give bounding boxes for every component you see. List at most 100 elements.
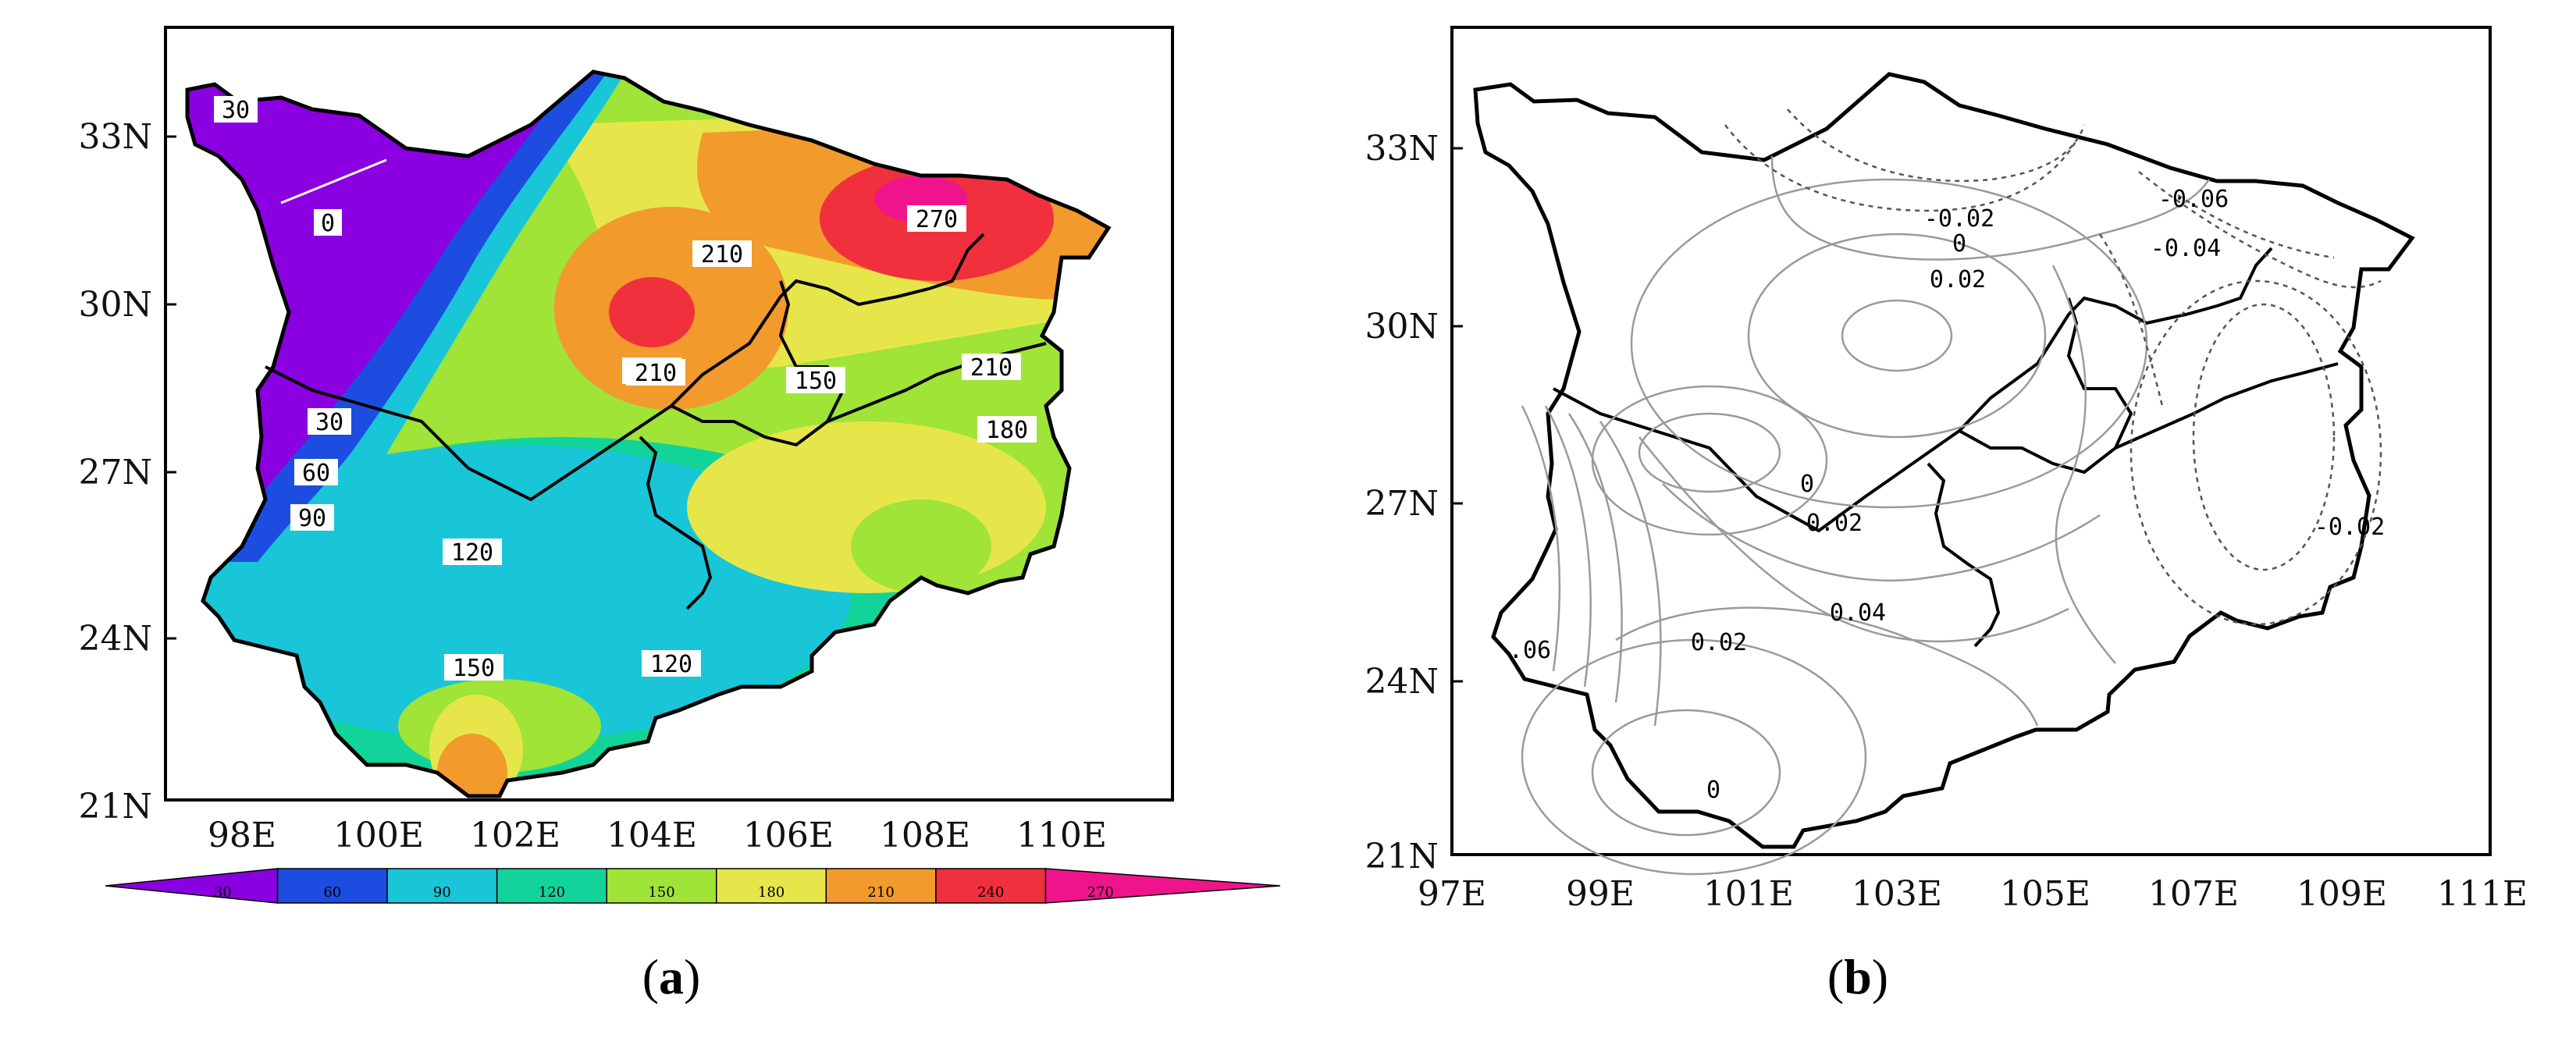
lon-labels-a: 98E 100E 102E 104E 106E 108E 110E: [208, 816, 1107, 855]
contour-label-text: 30: [315, 409, 343, 436]
contour-label: -0.02: [1924, 205, 1994, 233]
contour-label: 30: [308, 408, 351, 436]
contour-label: 30: [214, 96, 258, 124]
negative-contours-b: [1724, 108, 2382, 626]
lon-label-100e: 100E: [333, 816, 424, 855]
contour-label: -0.04: [2151, 235, 2221, 262]
lat-label-24n: 24N: [79, 619, 153, 659]
lon-label-104e: 104E: [607, 816, 697, 855]
lon-label-98e: 98E: [208, 816, 276, 855]
colorbar-tick-label: 270: [1087, 884, 1114, 901]
colorbar-tick-label: 150: [648, 884, 674, 901]
lon-label-103e: 103E: [1852, 874, 1942, 914]
colorbar-tick-label: 120: [539, 884, 565, 901]
contour-label: 270: [907, 205, 966, 233]
lat-label-21n: 21N: [79, 787, 153, 826]
white-segment-a: [280, 158, 387, 204]
province-boundary-a2: [671, 280, 845, 447]
province-boundary-a1: [265, 233, 985, 502]
colorbar-tick-label: 240: [977, 884, 1004, 901]
province-boundary-b2: [1959, 297, 2133, 475]
contour-label: .06: [1509, 637, 1551, 664]
contour-label-text: 210: [635, 360, 677, 387]
province-boundary-b3: [1927, 462, 2001, 648]
region-outline-b: [1473, 72, 2415, 849]
contour-label: 120: [642, 650, 701, 678]
contour-label: 0.02: [1930, 266, 1986, 293]
contour-label-text: 0: [321, 210, 335, 237]
contour-label: 210: [692, 240, 752, 268]
contour-label: 150: [444, 654, 503, 682]
colorbar-swatch: [105, 868, 279, 904]
contour-label: 210: [626, 359, 685, 387]
contour-lines-b: [1521, 155, 2211, 876]
lon-label-99e: 99E: [1566, 874, 1635, 914]
panel-a: 33N 30N 27N 24N 21N 98E 100E 102E 104E 1…: [0, 0, 1288, 1035]
contour-label-text: 120: [451, 539, 493, 567]
map-a: 33N 30N 27N 24N 21N 98E 100E 102E 104E 1…: [79, 26, 1281, 904]
lat-label-30n: 30N: [79, 285, 153, 325]
lon-label-97e: 97E: [1418, 874, 1486, 914]
contour-label: 0: [1706, 777, 1720, 804]
contour-label-text: 120: [650, 651, 692, 678]
contour-label-text: 150: [795, 368, 837, 395]
province-boundary-b1: [1553, 247, 2273, 533]
lon-label-106e: 106E: [743, 816, 834, 855]
colorbar-tick-label: 180: [758, 884, 785, 901]
contour-label: -0.02: [2314, 514, 2385, 541]
contour-label-text: 180: [986, 417, 1028, 444]
contour-label: 0: [1800, 471, 1814, 498]
lon-label-109e: 109E: [2297, 874, 2387, 914]
lat-label-30n: 30N: [1365, 307, 1439, 347]
contour-label-text: 210: [970, 354, 1012, 382]
lat-label-21n: 21N: [1365, 837, 1439, 876]
contour-label: 150: [786, 367, 845, 395]
lat-label-33n: 33N: [1365, 129, 1439, 169]
contour-label: 0.04: [1830, 599, 1886, 627]
panel-b: 33N 30N 27N 24N 21N 97E 99E 101E 103E 10…: [1288, 0, 2576, 1035]
map-b: 33N 30N 27N 24N 21N 97E 99E 101E 103E 10…: [1365, 26, 2528, 914]
lon-label-110e: 110E: [1016, 816, 1107, 855]
contour-label: 90: [290, 504, 334, 532]
contour-label-text: 60: [302, 460, 330, 487]
contour-label: -0.06: [2158, 186, 2229, 213]
contour-label-text: 30: [222, 97, 250, 124]
contour-label-text: 270: [916, 206, 958, 233]
contour-label-text: 150: [453, 655, 495, 682]
contour-label: 0: [314, 209, 342, 237]
colorbar-tick-label: 90: [433, 884, 451, 901]
lon-label-108e: 108E: [880, 816, 970, 855]
contour-label: 60: [294, 459, 338, 487]
contour-labels-b: -0.02 -0.06 0 -0.04 0.02 0 0.02 -0.02 0.04 0.02 .0…: [1509, 186, 2385, 804]
lon-label-105e: 105E: [2000, 874, 2090, 914]
contour-label-text: 210: [701, 241, 743, 268]
province-boundary-a3: [639, 435, 713, 610]
lon-label-101e: 101E: [1703, 874, 1794, 914]
colorbar-swatch: [1044, 868, 1281, 904]
province-boundary-a4: [827, 342, 1047, 423]
contour-label: 180: [977, 416, 1037, 444]
lon-label-102e: 102E: [470, 816, 560, 855]
lat-label-24n: 24N: [1365, 662, 1439, 702]
contour-labels-a: 300210270210210150210180306090120150120: [214, 96, 1037, 682]
contour-label: 210: [962, 354, 1021, 382]
contour-label: 0: [1952, 230, 1966, 258]
contour-label: 120: [443, 539, 502, 567]
caption-b: (b): [1827, 949, 1889, 1004]
lat-label-33n: 33N: [79, 117, 153, 157]
lat-labels-a: 33N 30N 27N 24N 21N: [79, 117, 176, 826]
lat-labels-b: 33N 30N 27N 24N 21N: [1365, 129, 1463, 876]
contour-label-text: 90: [298, 505, 326, 532]
contour-label: 0.02: [1806, 510, 1863, 537]
lon-labels-b: 97E 99E 101E 103E 105E 107E 109E 111E: [1418, 874, 2528, 914]
colorbar-tick-label: 60: [323, 884, 341, 901]
lon-label-111e: 111E: [2437, 874, 2528, 914]
colorbar-tick-label: 30: [214, 884, 232, 901]
contour-label: 0.02: [1691, 629, 1747, 656]
lon-label-107e: 107E: [2148, 874, 2239, 914]
region-outline-a: [185, 69, 1112, 798]
province-boundary-b4: [2115, 362, 2339, 450]
lat-label-27n: 27N: [79, 453, 153, 492]
caption-a: (a): [642, 949, 701, 1004]
lat-label-27n: 27N: [1365, 484, 1439, 524]
